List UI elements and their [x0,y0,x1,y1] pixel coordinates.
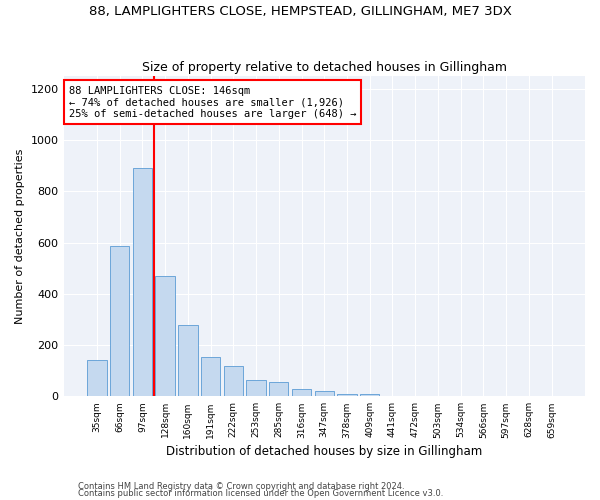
X-axis label: Distribution of detached houses by size in Gillingham: Distribution of detached houses by size … [166,444,482,458]
Bar [269,382,289,396]
Bar [87,360,107,396]
Bar [201,356,220,397]
Bar [110,246,130,396]
Bar [247,380,266,396]
Bar [178,324,197,396]
Bar [314,391,334,396]
Title: Size of property relative to detached houses in Gillingham: Size of property relative to detached ho… [142,60,507,74]
Text: Contains public sector information licensed under the Open Government Licence v3: Contains public sector information licen… [78,489,443,498]
Text: Contains HM Land Registry data © Crown copyright and database right 2024.: Contains HM Land Registry data © Crown c… [78,482,404,491]
Bar [337,394,356,396]
Bar [133,168,152,396]
Y-axis label: Number of detached properties: Number of detached properties [15,148,25,324]
Text: 88 LAMPLIGHTERS CLOSE: 146sqm
← 74% of detached houses are smaller (1,926)
25% o: 88 LAMPLIGHTERS CLOSE: 146sqm ← 74% of d… [69,86,356,119]
Bar [224,366,243,396]
Bar [155,276,175,396]
Text: 88, LAMPLIGHTERS CLOSE, HEMPSTEAD, GILLINGHAM, ME7 3DX: 88, LAMPLIGHTERS CLOSE, HEMPSTEAD, GILLI… [89,5,511,18]
Bar [360,394,379,396]
Bar [292,388,311,396]
